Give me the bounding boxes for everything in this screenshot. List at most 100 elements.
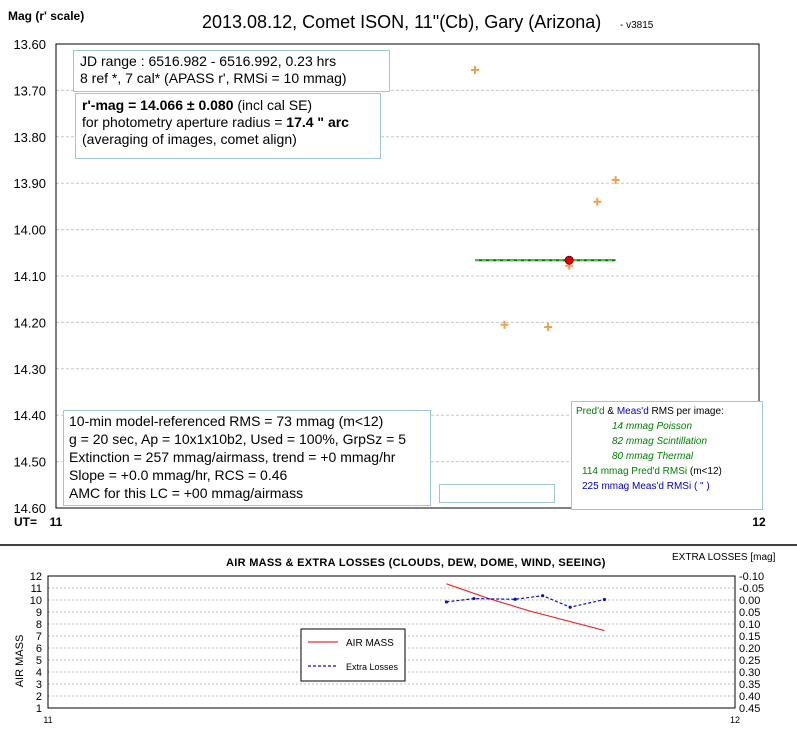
empty-box (439, 484, 555, 503)
y-tick-label: 12 (30, 571, 42, 583)
airmass-plot-frame (47, 575, 736, 709)
rms-title-rest: RMS per image: (648, 406, 724, 417)
extra-losses-tick-labels: -0.10-0.050.000.050.100.150.200.250.300.… (739, 571, 764, 715)
y-tick-label: 13.80 (13, 130, 46, 145)
y-tick-label: 2 (36, 691, 42, 703)
extra-losses-axis-title: EXTRA LOSSES [mag] (672, 552, 776, 563)
extra-losses-series-line (446, 595, 605, 608)
mean-magnitude-dot (564, 255, 574, 265)
y-tick-label: 14.00 (13, 223, 46, 238)
result-mag-value: r'-mag = 14.066 ± 0.080 (82, 97, 234, 113)
extra-losses-point (541, 594, 545, 598)
y-tick-label: 14.60 (13, 501, 46, 516)
extra-losses-points (444, 594, 607, 609)
y2-tick-label: 0.10 (739, 619, 760, 631)
measurement-points (470, 65, 620, 332)
main-x-tick-labels: 11 12 (50, 515, 766, 529)
extra-losses-point (444, 600, 449, 604)
rms-title-pred: Pred'd (576, 406, 605, 417)
measurement-point (470, 65, 479, 74)
x-tick-label: 12 (752, 515, 766, 529)
result-magnitude: r'-mag = 14.066 ± 0.080 (incl cal SE) (82, 97, 374, 114)
main-plot-frame (55, 43, 760, 509)
result-box: r'-mag = 14.066 ± 0.080 (incl cal SE) fo… (75, 93, 381, 159)
airmass-series-line (446, 583, 605, 632)
rms-pred-value: 114 mmag Pred'd RMSi (582, 466, 688, 477)
y-tick-label: 7 (36, 631, 42, 643)
chart-title: 2013.08.12, Comet ISON, 11"(Cb), Gary (A… (202, 12, 601, 32)
rms-poisson: 14 mmag Poisson (612, 421, 693, 432)
x-tick-label: 12 (730, 715, 740, 725)
measurement-point (544, 323, 553, 332)
y-tick-label: 9 (36, 607, 42, 619)
extra-losses-point (568, 605, 572, 609)
stats-slope: Slope = +0.0 mmag/hr, RCS = 0.46 (69, 467, 288, 483)
y2-tick-label: 0.35 (739, 679, 760, 691)
extra-losses-point (602, 597, 607, 602)
measurement-point (593, 197, 602, 206)
stats-extinction: Extinction = 257 mmag/airmass, trend = +… (69, 449, 396, 465)
version-label: - v3815 (620, 20, 654, 31)
info-box: JD range : 6516.982 - 6516.992, 0.23 hrs… (73, 50, 390, 92)
rms-meas: 225 mmag Meas'd RMSi ( " ) (582, 481, 710, 492)
info-ref-stars: 8 ref *, 7 cal* (APASS r', RMSi = 10 mma… (80, 70, 347, 86)
stats-rms: 10-min model-referenced RMS = 73 mmag (m… (69, 413, 384, 429)
y2-tick-label: 0.40 (739, 691, 760, 703)
y-tick-label: 3 (36, 679, 42, 691)
measurement-point (611, 175, 620, 184)
airmass-axis-title: AIR MASS (14, 635, 26, 688)
y2-tick-label: 0.00 (739, 595, 760, 607)
rms-title-meas: Meas'd (616, 406, 649, 417)
info-jd-range: JD range : 6516.982 - 6516.992, 0.23 hrs (80, 53, 337, 69)
x-tick-label: 11 (50, 515, 63, 529)
rms-title: Pred'd & Meas'd RMS per image: (576, 404, 758, 419)
y-tick-label: 6 (36, 643, 42, 655)
x-tick-label: 11 (43, 715, 52, 725)
aperture-value: 17.4 " arc (286, 114, 349, 130)
legend-airmass-label: AIR MASS (346, 638, 394, 649)
y-axis-title: Mag (r' scale) (8, 9, 84, 23)
y-tick-label: 10 (30, 595, 42, 607)
y-tick-label: 14.40 (13, 408, 46, 423)
extra-losses-point (513, 597, 517, 601)
y-tick-label: 14.10 (13, 269, 46, 284)
rms-pred: 114 mmag Pred'd RMSi (m<12) (576, 464, 758, 479)
y2-tick-label: 0.15 (739, 631, 760, 643)
stats-aperture: g = 20 sec, Ap = 10x1x10b2, Used = 100%,… (69, 431, 406, 447)
y2-tick-label: 0.45 (739, 703, 760, 715)
result-method: (averaging of images, comet align) (82, 131, 297, 147)
main-y-tick-labels: 13.60 13.70 13.80 13.90 14.00 14.10 14.20 14.30… (13, 37, 46, 516)
y-tick-label: 13.70 (13, 83, 46, 98)
rms-scintillation: 82 mmag Scintillation (612, 436, 708, 447)
y2-tick-label: 0.25 (739, 655, 760, 667)
rms-box: Pred'd & Meas'd RMS per image: 14 mmag P… (571, 401, 763, 510)
airmass-legend-box (300, 628, 406, 682)
y-tick-label: 5 (36, 655, 42, 667)
result-aperture: for photometry aperture radius = 17.4 " … (82, 114, 374, 131)
extra-losses-point (472, 596, 476, 601)
y2-tick-label: -0.05 (739, 583, 764, 595)
measurement-point (500, 320, 509, 329)
y2-tick-label: -0.10 (739, 571, 764, 583)
aperture-prefix: for photometry aperture radius = (82, 114, 287, 130)
y-tick-label: 14.50 (13, 455, 46, 470)
rms-thermal: 80 mmag Thermal (612, 451, 694, 462)
y-tick-label: 8 (36, 619, 42, 631)
airmass-plot-grid (48, 587, 735, 697)
rms-pred-cond: (m<12) (687, 466, 722, 477)
y2-tick-label: 0.30 (739, 667, 760, 679)
y-tick-label: 1 (36, 703, 42, 715)
result-mag-note: (incl cal SE) (233, 97, 313, 113)
legend-extra-losses-label: Extra Losses (346, 662, 399, 672)
y2-tick-label: 0.05 (739, 607, 760, 619)
airmass-x-tick-labels: 11 12 (43, 715, 740, 725)
y-tick-label: 11 (31, 583, 42, 595)
rms-title-amp: & (604, 406, 617, 417)
y-tick-label: 4 (36, 667, 42, 679)
airmass-chart-title: AIR MASS & EXTRA LOSSES (CLOUDS, DEW, DO… (226, 557, 606, 569)
y-tick-label: 13.90 (13, 176, 46, 191)
stats-box: 10-min model-referenced RMS = 73 mmag (m… (63, 410, 431, 506)
y-tick-label: 13.60 (13, 37, 46, 52)
